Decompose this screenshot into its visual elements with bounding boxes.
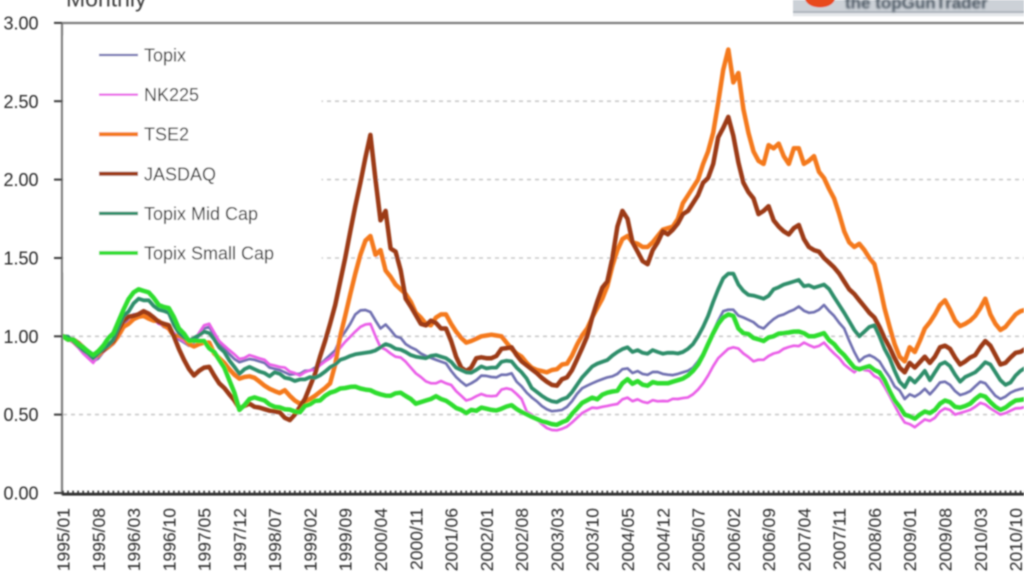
svg-text:1995/01: 1995/01 — [54, 508, 74, 571]
svg-text:2010/10: 2010/10 — [1006, 508, 1024, 572]
svg-text:2007/11: 2007/11 — [830, 508, 850, 570]
svg-text:2007/04: 2007/04 — [794, 508, 814, 572]
svg-text:JASDAQ: JASDAQ — [144, 164, 216, 184]
svg-text:0.00: 0.00 — [3, 484, 38, 504]
svg-text:2009/08: 2009/08 — [936, 508, 956, 571]
svg-text:2003/10: 2003/10 — [583, 508, 603, 572]
svg-text:1.00: 1.00 — [3, 327, 38, 347]
svg-text:2003/03: 2003/03 — [547, 508, 567, 571]
svg-text:2005/07: 2005/07 — [689, 508, 709, 571]
svg-text:2001/06: 2001/06 — [442, 508, 462, 571]
svg-text:Topix Mid Cap: Topix Mid Cap — [144, 204, 258, 224]
svg-text:3.00: 3.00 — [3, 13, 38, 33]
svg-text:0.50: 0.50 — [3, 405, 38, 425]
svg-text:1996/10: 1996/10 — [159, 508, 179, 572]
svg-text:Monthly: Monthly — [66, 0, 147, 12]
svg-text:2006/02: 2006/02 — [724, 508, 744, 571]
svg-text:2002/01: 2002/01 — [477, 508, 497, 571]
svg-text:Topix: Topix — [144, 46, 186, 66]
svg-text:2004/12: 2004/12 — [653, 508, 673, 571]
svg-text:1999/09: 1999/09 — [336, 508, 356, 571]
svg-text:NK225: NK225 — [144, 85, 199, 105]
svg-text:1999/02: 1999/02 — [301, 508, 321, 571]
svg-text:1996/03: 1996/03 — [124, 508, 144, 571]
svg-text:2009/01: 2009/01 — [900, 508, 920, 571]
svg-text:2.00: 2.00 — [3, 170, 38, 190]
svg-text:Topix Small Cap: Topix Small Cap — [144, 244, 274, 264]
svg-text:the topGunTrader: the topGunTrader — [845, 0, 988, 13]
svg-text:2008/06: 2008/06 — [865, 508, 885, 571]
svg-text:2.50: 2.50 — [3, 92, 38, 112]
svg-text:2002/08: 2002/08 — [512, 508, 532, 571]
svg-text:2006/09: 2006/09 — [759, 508, 779, 571]
svg-text:1995/08: 1995/08 — [89, 508, 109, 571]
svg-text:1997/12: 1997/12 — [230, 508, 250, 571]
svg-text:1998/07: 1998/07 — [265, 508, 285, 571]
svg-text:2010/03: 2010/03 — [971, 508, 991, 571]
svg-text:2004/05: 2004/05 — [618, 508, 638, 571]
svg-text:TSE2: TSE2 — [144, 125, 189, 145]
svg-text:1997/05: 1997/05 — [195, 508, 215, 571]
svg-text:2000/11: 2000/11 — [406, 508, 426, 570]
svg-text:2000/04: 2000/04 — [371, 508, 391, 572]
svg-text:1.50: 1.50 — [3, 249, 38, 269]
